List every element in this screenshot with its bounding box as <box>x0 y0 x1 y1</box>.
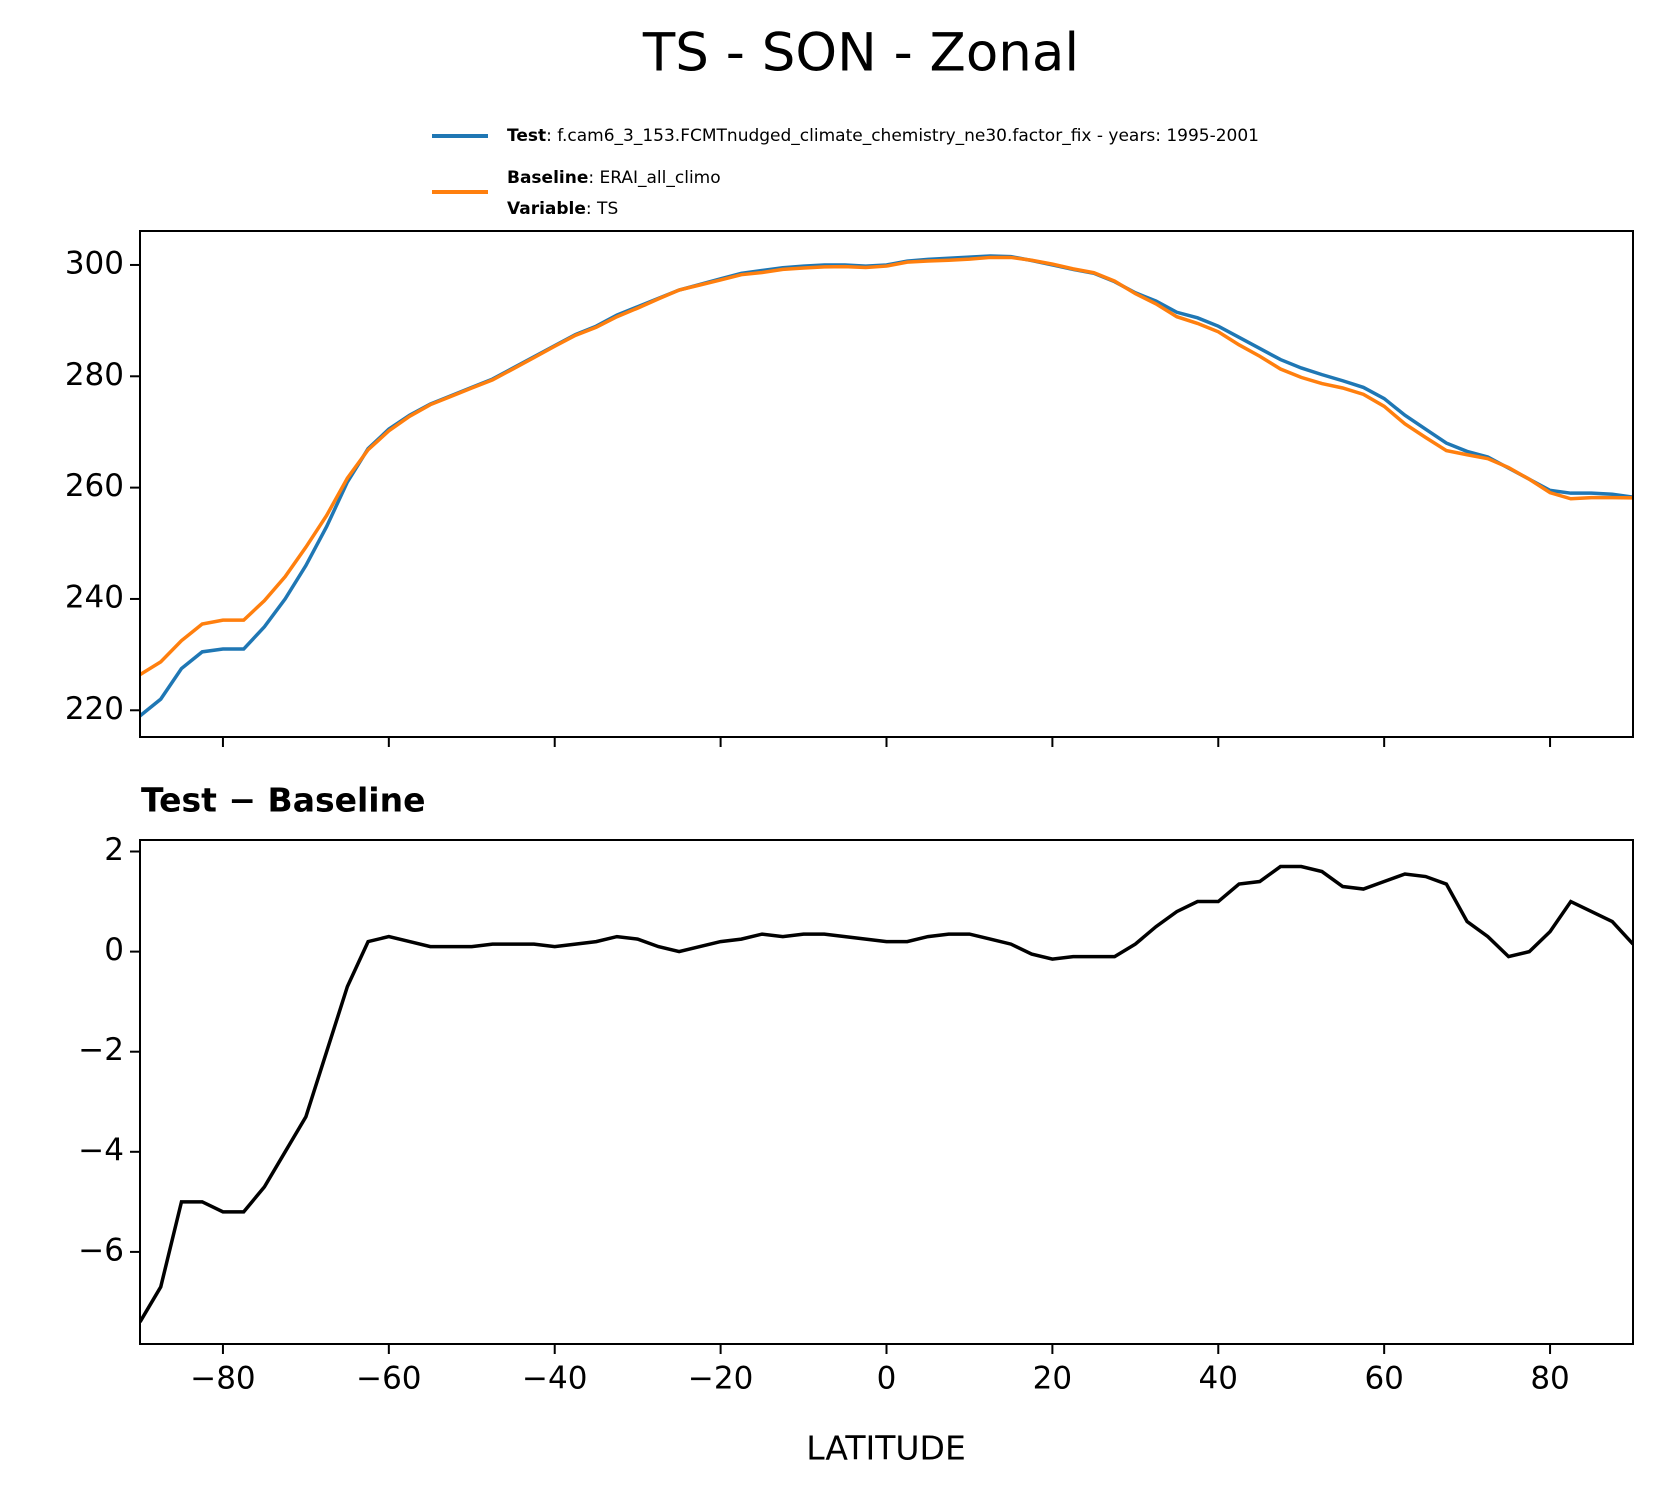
x-tick-label: −40 <box>522 1361 587 1397</box>
data-line <box>140 255 1633 677</box>
y-tick-label: 280 <box>65 357 124 393</box>
x-axis-label: LATITUDE <box>806 1429 966 1468</box>
axes-frame <box>139 839 1634 1345</box>
axes-frame <box>139 230 1634 738</box>
x-tick-label: −20 <box>688 1361 753 1397</box>
legend: Test: f.cam6_3_153.FCMTnudged_climate_ch… <box>507 126 1259 219</box>
legend-entry: Variable: TS <box>507 199 618 219</box>
y-tick-label: −2 <box>78 1032 124 1068</box>
y-tick-label: 2 <box>104 832 124 868</box>
x-tick-label: 60 <box>1364 1361 1403 1397</box>
legend-label: Test <box>507 126 546 146</box>
panel-title: Test − Baseline <box>141 781 426 820</box>
y-tick-label: −4 <box>78 1132 124 1168</box>
legend-entry: Test: f.cam6_3_153.FCMTnudged_climate_ch… <box>507 126 1259 146</box>
x-tick-label: 40 <box>1199 1361 1238 1397</box>
data-line <box>140 254 1633 718</box>
y-tick-label: 300 <box>65 245 124 281</box>
legend-text: : TS <box>586 199 618 219</box>
x-tick-label: 0 <box>877 1361 897 1397</box>
y-tick-label: 260 <box>65 468 124 504</box>
legend-entry: Baseline: ERAI_all_climo <box>507 168 721 188</box>
y-tick-label: 220 <box>65 691 124 727</box>
figure-title: TS - SON - Zonal <box>642 23 1079 84</box>
y-tick-label: −6 <box>78 1232 124 1268</box>
legend-label: Baseline <box>507 168 588 188</box>
x-tick-label: 80 <box>1530 1361 1569 1397</box>
data-line <box>140 864 1633 1323</box>
y-tick-label: 240 <box>65 579 124 615</box>
legend-label: Variable <box>507 199 586 219</box>
y-tick-label: 0 <box>104 932 124 968</box>
x-tick-label: −60 <box>356 1361 421 1397</box>
legend-text: : f.cam6_3_153.FCMTnudged_climate_chemis… <box>546 126 1259 146</box>
x-tick-label: 20 <box>1033 1361 1072 1397</box>
x-tick-label: −80 <box>190 1361 255 1397</box>
legend-text: : ERAI_all_climo <box>588 168 720 188</box>
